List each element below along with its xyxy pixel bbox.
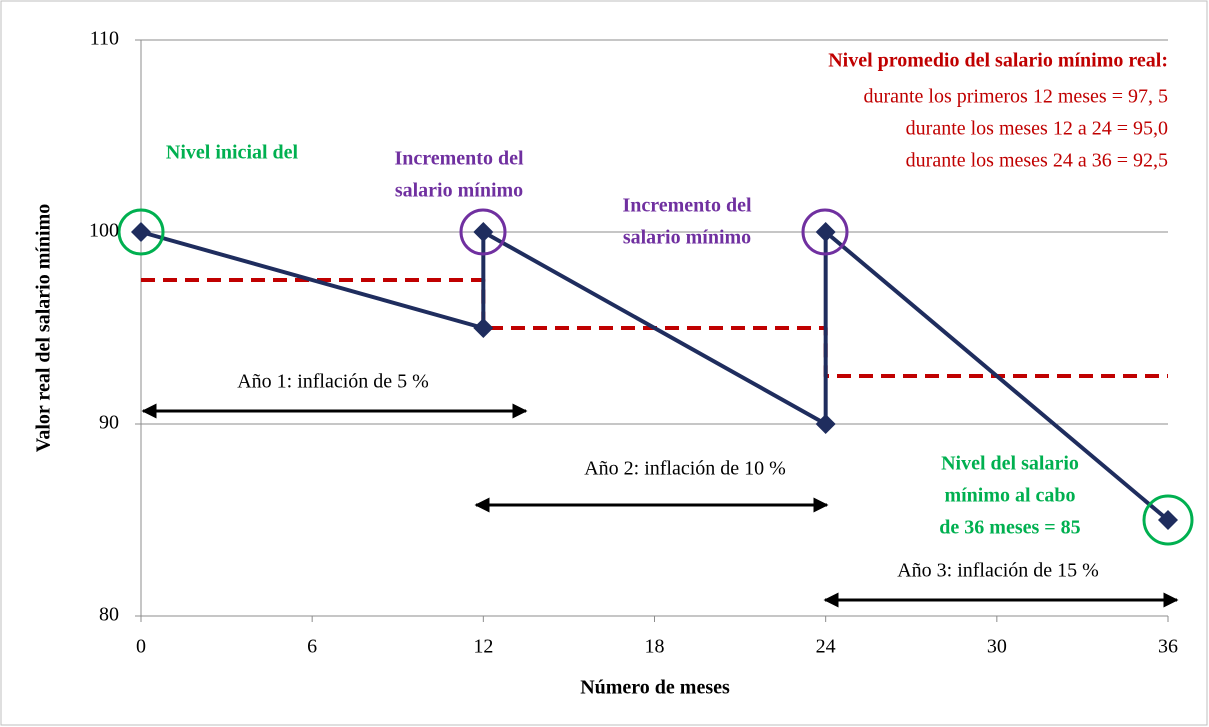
annotation: Incremento del: [622, 195, 751, 217]
annotation: Año 1: inflación de 5 %: [237, 371, 429, 393]
annotation: Nivel del salario: [941, 453, 1079, 475]
annotation: durante los meses 12 a 24 = 95,0: [906, 118, 1168, 140]
annotation: Año 3: inflación de 15 %: [897, 560, 1099, 582]
annotation: durante los meses 24 a 36 = 92,5: [906, 150, 1168, 172]
marker: [1158, 510, 1178, 530]
x-tick-label: 12: [473, 636, 493, 658]
y-tick-label: 80: [99, 604, 119, 626]
x-tick-label: 30: [987, 636, 1007, 658]
x-axis-label: Número de meses: [580, 677, 730, 699]
annotation: durante los primeros 12 meses = 97, 5: [863, 86, 1168, 108]
marker: [815, 222, 836, 242]
x-tick-label: 6: [307, 636, 317, 658]
y-axis-label: Valor real del salario mínimo: [33, 204, 55, 453]
annotation: de 36 meses = 85: [939, 517, 1080, 539]
marker: [473, 318, 494, 338]
annotation: Año 2: inflación de 10 %: [584, 458, 786, 480]
marker: [815, 414, 836, 434]
marker: [131, 222, 151, 242]
highlight-circle: [1142, 494, 1194, 546]
annotation: Incremento del: [394, 148, 523, 170]
annotation: salario mínimo: [623, 227, 751, 249]
annotation: Nivel inicial del: [166, 142, 299, 164]
x-tick-label: 36: [1158, 636, 1178, 658]
highlight-circle: [459, 208, 507, 256]
plot: [131, 222, 1178, 530]
y-tick-label: 90: [99, 412, 119, 434]
highlight-circle: [117, 208, 165, 256]
y-tick-label: 110: [90, 28, 119, 50]
annotation: Nivel promedio del salario mínimo real:: [828, 50, 1168, 72]
highlight-circle: [801, 208, 849, 256]
series-line: [140, 230, 1170, 522]
marker: [473, 222, 494, 242]
annotation: mínimo al cabo: [944, 485, 1075, 507]
y-tick-label: 100: [89, 220, 119, 242]
x-tick-label: 0: [136, 636, 146, 658]
x-tick-label: 18: [645, 636, 665, 658]
grid: [135, 39, 1169, 622]
x-tick-label: 24: [816, 636, 836, 658]
annotation: salario mínimo: [395, 180, 523, 202]
